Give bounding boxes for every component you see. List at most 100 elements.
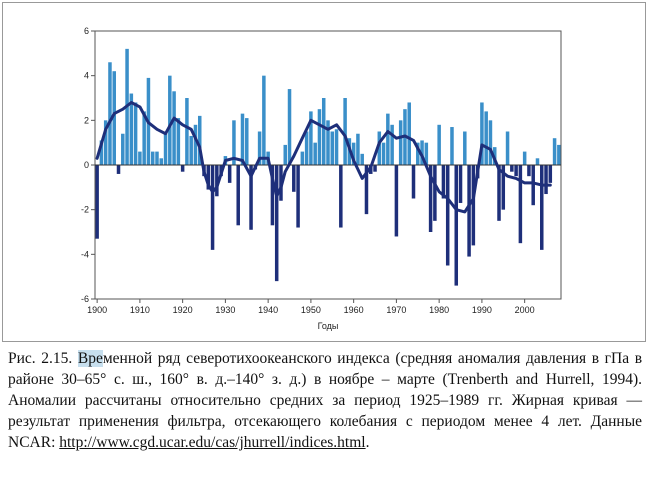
bar <box>386 113 390 165</box>
bar <box>215 165 219 197</box>
bar <box>236 165 240 226</box>
smoothed-curve <box>95 101 552 214</box>
bar <box>262 75 266 165</box>
bar <box>321 98 326 165</box>
bar <box>270 165 275 226</box>
x-tick-label: 2000 <box>515 305 535 315</box>
bar <box>95 165 99 239</box>
bar <box>527 165 531 177</box>
bar <box>103 120 108 165</box>
bar <box>150 151 155 165</box>
bar <box>411 165 416 199</box>
bar <box>343 98 347 165</box>
caption-link[interactable]: http://www.cgd.ucar.edu/cas/jhurrell/ind… <box>59 434 366 451</box>
y-tick-label: 2 <box>84 115 89 125</box>
bar <box>454 165 459 286</box>
bar <box>232 120 236 165</box>
y-tick-label: -2 <box>81 205 89 215</box>
bar <box>245 118 249 165</box>
bar <box>180 165 185 172</box>
tick-labels: -6 -4 -2 0 2 4 6 1900 1910 1920 1930 1940 1950 1960 19… <box>81 26 535 315</box>
bar <box>488 120 493 165</box>
bar <box>99 140 104 165</box>
y-tick-label: 6 <box>84 26 89 36</box>
bar <box>467 165 471 257</box>
x-tick-label: 1910 <box>130 305 150 315</box>
bar <box>480 102 484 165</box>
bar <box>463 131 467 165</box>
figure-caption: Рис. 2.15. Временной ряд северотихоокеан… <box>8 348 642 453</box>
bar <box>283 144 288 165</box>
caption-label: Рис. 2.15. <box>8 350 73 367</box>
bar <box>505 131 510 165</box>
bar <box>138 151 142 165</box>
x-tick-label: 1980 <box>429 305 449 315</box>
x-tick-label: 1960 <box>344 305 364 315</box>
bar <box>197 115 202 165</box>
bar-series <box>95 48 561 286</box>
bar <box>129 93 134 165</box>
x-tick-label: 1900 <box>87 305 107 315</box>
bar <box>552 138 557 165</box>
bar <box>116 165 121 174</box>
caption-text: менной ряд северотихоокеанского индекса … <box>8 350 643 451</box>
y-tick-label: 0 <box>84 160 89 170</box>
x-tick-label: 1990 <box>472 305 492 315</box>
caption-highlight: Вре <box>77 350 103 367</box>
bar <box>339 165 343 228</box>
bar <box>287 89 292 165</box>
bar <box>514 165 518 177</box>
bar <box>450 127 454 165</box>
pressure-index-chart: -6 -4 -2 0 2 4 6 1900 1910 1920 1930 1940 1950 1960 19… <box>81 26 562 331</box>
bar <box>155 151 159 165</box>
bar <box>501 165 506 210</box>
bar <box>548 165 553 183</box>
bar <box>557 144 561 165</box>
bar <box>240 113 245 165</box>
bar <box>274 165 279 282</box>
bar <box>445 165 450 266</box>
bar <box>176 118 181 165</box>
y-tick-label: -4 <box>81 249 89 259</box>
bar <box>540 165 544 250</box>
bar <box>381 142 386 165</box>
bar <box>206 165 211 190</box>
x-axis-label: Годы <box>318 321 339 331</box>
bar <box>531 165 535 206</box>
bar <box>428 165 433 232</box>
bar <box>497 165 501 221</box>
bar <box>484 111 488 165</box>
bar <box>292 165 296 192</box>
bar <box>424 142 429 165</box>
bar <box>210 165 215 250</box>
bar <box>309 111 313 165</box>
bar <box>313 142 317 165</box>
bar <box>227 165 232 183</box>
bar <box>185 98 189 165</box>
bar <box>510 165 514 172</box>
bar <box>458 165 463 203</box>
bar <box>356 133 360 165</box>
bar <box>133 102 138 165</box>
bar <box>300 151 305 165</box>
bar <box>398 120 403 165</box>
bar <box>522 151 527 165</box>
figure-frame: -6 -4 -2 0 2 4 6 1900 1910 1920 1930 1940 1950 1960 19… <box>2 2 646 342</box>
bar <box>390 124 394 165</box>
x-tick-label: 1970 <box>386 305 406 315</box>
bar <box>407 102 411 165</box>
x-tick-label: 1950 <box>301 305 321 315</box>
bar <box>437 124 441 165</box>
bar <box>112 71 116 165</box>
x-tick-label: 1930 <box>215 305 235 315</box>
bar <box>168 75 172 165</box>
bar <box>433 165 437 221</box>
bar <box>317 109 322 165</box>
bar <box>193 124 198 165</box>
bar <box>189 135 193 165</box>
bar <box>249 165 253 230</box>
bar <box>420 140 424 165</box>
x-tick-label: 1920 <box>173 305 193 315</box>
caption-end: . <box>365 434 370 451</box>
y-tick-label: 4 <box>84 71 89 81</box>
